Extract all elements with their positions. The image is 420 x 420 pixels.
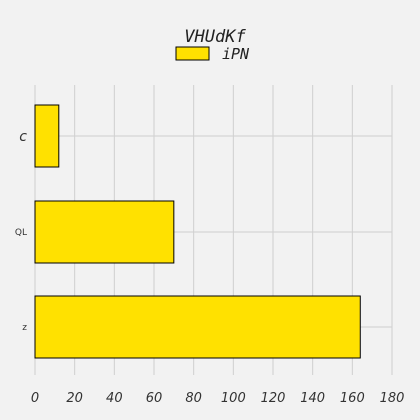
x-tick-label: 120: [261, 391, 286, 406]
bar-z: [34, 295, 361, 359]
chart-title: VHUdKf: [184, 27, 246, 47]
y-tick-label: QL: [15, 228, 27, 238]
legend-label: iPN: [222, 45, 250, 63]
x-tick-label: 0: [31, 391, 39, 406]
y-tick-label: z: [22, 323, 27, 333]
legend: iPN: [175, 45, 250, 63]
x-tick-label: 180: [380, 391, 405, 406]
x-tick-label: 160: [340, 391, 365, 406]
x-tick-label: 80: [185, 391, 202, 406]
bars: [34, 104, 361, 359]
y-tick-label: c: [19, 129, 27, 145]
bar-ql: [34, 200, 175, 264]
x-tick-label: 60: [146, 391, 163, 406]
legend-swatch: [175, 46, 210, 61]
x-tick-label: 40: [106, 391, 123, 406]
bar-c: [34, 104, 60, 168]
x-tick-label: 100: [221, 391, 246, 406]
x-tick-label: 20: [66, 391, 83, 406]
x-axis-ticks: 0 20 40 60 80 100 120 140 160 180: [31, 391, 405, 406]
y-axis-ticks: c QL z: [15, 129, 27, 333]
x-tick-label: 140: [300, 391, 325, 406]
